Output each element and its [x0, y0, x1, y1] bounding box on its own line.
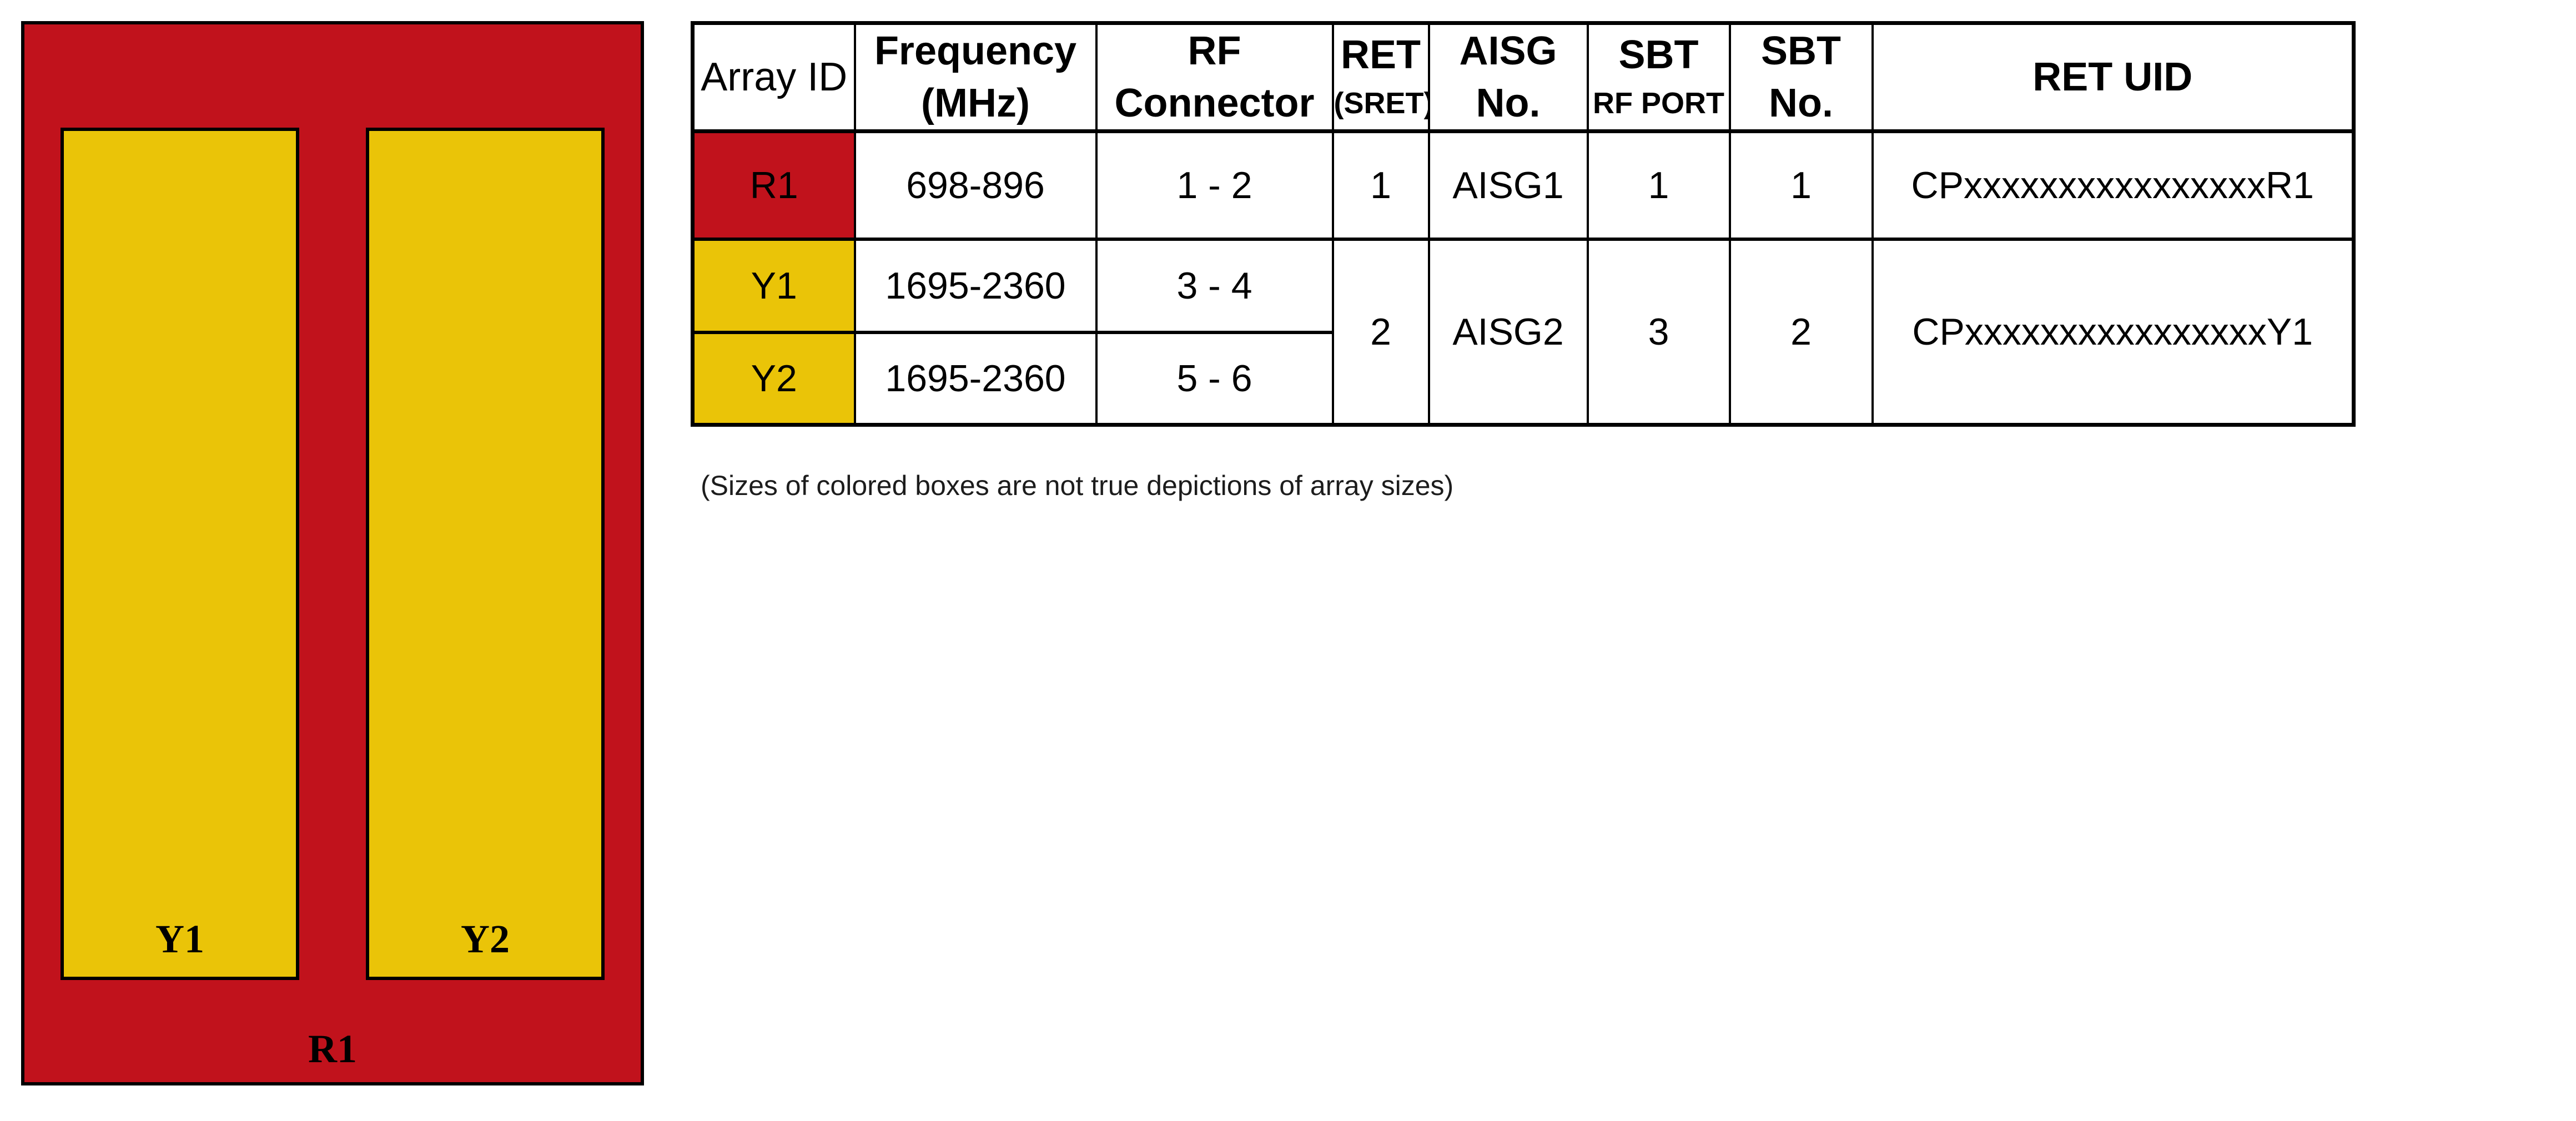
cell-rf-connector-y1: 3 - 4 — [1095, 237, 1334, 334]
col-header-rf-connector: RF Connector — [1095, 21, 1334, 133]
cell-sbt-no-r1: 1 — [1728, 129, 1874, 241]
size-disclaimer-note: (Sizes of colored boxes are not true dep… — [701, 470, 1454, 501]
array-config-table-wrap: Array ID Frequency (MHz) RF Connector RET(… — [691, 21, 2356, 427]
cell-array-id-y2: Y2 — [691, 330, 856, 427]
table-row-y2: Y2 1695-2360 5 - 6 — [691, 330, 2354, 427]
cell-frequency-y2: 1695-2360 — [853, 330, 1098, 427]
cell-array-id-r1: R1 — [691, 129, 856, 241]
cell-sbt-rf-port-y1y2: 3 — [1586, 237, 1731, 427]
cell-rf-connector-y2: 5 - 6 — [1095, 330, 1334, 427]
cell-ret-uid-r1: CPxxxxxxxxxxxxxxxxR1 — [1871, 129, 2355, 241]
antenna-face-diagram: Y1 Y2 R1 — [21, 21, 644, 1085]
cell-frequency-r1: 698-896 — [853, 129, 1098, 241]
array-label-y2: Y2 — [461, 917, 510, 961]
cell-rf-connector-r1: 1 - 2 — [1095, 129, 1334, 241]
col-header-sbt-rf-port: SBT RF PORT — [1586, 21, 1731, 133]
header-row: Array ID Frequency (MHz) RF Connector RET(… — [691, 21, 2355, 133]
array-config-table: Array ID Frequency (MHz) RF Connector RET(… — [691, 21, 2356, 427]
cell-ret-y1y2: 2 — [1331, 237, 1430, 427]
cell-aisg-no-y1y2: AISG2 — [1427, 237, 1589, 427]
array-label-r1: R1 — [308, 1027, 357, 1071]
table-row-y1: Y1 1695-2360 3 - 4 2 AISG2 3 2 CPxxxxxxx… — [691, 237, 2355, 427]
cell-array-id-y1: Y1 — [691, 237, 856, 334]
array-box-y2: Y2 — [366, 128, 605, 980]
cell-sbt-rf-port-r1: 1 — [1586, 129, 1731, 241]
col-header-ret-sret: RET (SRET) — [1331, 21, 1430, 133]
col-header-ret-uid: RET UID — [1871, 21, 2355, 133]
cell-sbt-no-y1y2: 2 — [1728, 237, 1874, 427]
cell-ret-r1: 1 — [1331, 129, 1430, 241]
cell-frequency-y1: 1695-2360 — [853, 237, 1098, 334]
table-row-r1: R1 698-896 1 - 2 1 AISG1 1 1 CPxxxxxxxxx… — [691, 129, 2355, 241]
col-header-frequency: Frequency (MHz) — [853, 21, 1098, 133]
cell-aisg-no-r1: AISG1 — [1427, 129, 1589, 241]
col-header-array-id: Array ID — [691, 21, 856, 133]
array-box-y1: Y1 — [61, 128, 299, 980]
cell-ret-uid-y1y2: CPxxxxxxxxxxxxxxxxY1 — [1871, 237, 2355, 427]
col-header-aisg-no: AISG No. — [1427, 21, 1589, 133]
col-header-sbt-no: SBT No. — [1728, 21, 1874, 133]
array-label-y1: Y1 — [155, 917, 204, 961]
